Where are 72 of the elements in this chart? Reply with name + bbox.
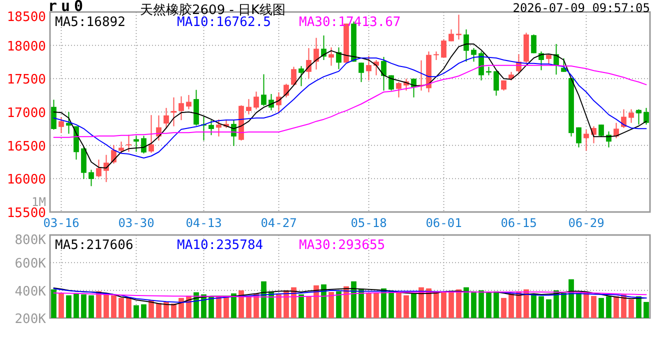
text: MA10:235784 <box>177 238 264 253</box>
x-tick-label: 06-15 <box>500 216 537 230</box>
candlestick <box>321 34 326 60</box>
candlestick <box>561 58 566 72</box>
candlestick <box>636 108 642 126</box>
candlestick <box>358 62 364 83</box>
candlestick <box>471 48 476 62</box>
candlestick <box>298 66 304 87</box>
candlestick <box>141 135 146 154</box>
candlestick <box>478 50 484 81</box>
candlestick <box>208 120 214 136</box>
candlestick <box>254 91 259 110</box>
y-tick-label: 200K <box>14 312 46 327</box>
y-tick-label: 17000 <box>6 106 46 121</box>
candlestick <box>584 129 589 152</box>
candlestick <box>178 96 184 121</box>
candlestick <box>336 46 342 70</box>
x-tick-label: 06-01 <box>426 216 462 230</box>
y-tick-label: 16000 <box>6 172 46 188</box>
x-tick-label: 04-27 <box>260 216 297 230</box>
candlestick <box>96 159 102 178</box>
candlestick <box>88 169 94 187</box>
candlestick <box>186 94 192 110</box>
candlestick <box>614 122 619 139</box>
text: MA30:17413.67 <box>299 15 401 30</box>
y-tick-label: 400K <box>14 284 46 300</box>
x-tick-label: 04-13 <box>186 216 222 230</box>
candlestick <box>58 116 64 134</box>
candlestick <box>531 34 536 54</box>
candlestick <box>396 82 402 98</box>
candlestick <box>148 114 154 154</box>
annotation: 2026-07-09 09:57:05 <box>512 1 650 15</box>
text: MA5:217606 <box>55 238 134 253</box>
y-tick-label: 16500 <box>6 139 46 154</box>
y-tick-label: 600K <box>14 256 46 272</box>
candlestick <box>448 28 454 42</box>
candlestick <box>171 96 176 127</box>
candlestick <box>644 107 649 126</box>
candlestick <box>216 118 222 137</box>
x-tick-label: 03-30 <box>118 216 154 230</box>
x-tick-label: 03-16 <box>43 216 80 230</box>
candlestick <box>628 108 634 124</box>
candlestick <box>134 135 139 152</box>
text: MA5:16892 <box>55 15 126 30</box>
text: MA10:16762.5 <box>177 15 271 30</box>
y-tick-label: 18000 <box>6 39 46 54</box>
candlestick <box>494 70 499 96</box>
x-tick-label: 05-18 <box>350 216 387 230</box>
candlestick <box>621 108 626 128</box>
candlestick <box>164 107 169 129</box>
candlestick <box>51 99 56 130</box>
candlestick <box>576 126 582 148</box>
candlestick <box>118 141 124 154</box>
candlestick <box>464 28 469 62</box>
text: MA30:293655 <box>299 238 386 253</box>
candlestick <box>314 37 319 70</box>
candlestick <box>126 134 132 152</box>
candlestick <box>261 74 266 106</box>
candlestick <box>381 56 386 92</box>
candlestick <box>441 39 446 58</box>
candlestick <box>104 154 109 183</box>
candlestick <box>554 44 559 76</box>
candlestick <box>246 98 252 115</box>
candlestick <box>306 48 312 80</box>
candlestick <box>366 55 372 81</box>
y-tick-label: 17500 <box>6 72 46 88</box>
y-tick-label: 18500 <box>6 10 46 25</box>
y-tick-label: 800K <box>14 233 46 248</box>
chart-title: ru0 <box>48 0 88 15</box>
x-tick-label: 06-29 <box>568 216 604 230</box>
candlestick <box>291 66 296 86</box>
candlestick <box>328 46 334 66</box>
